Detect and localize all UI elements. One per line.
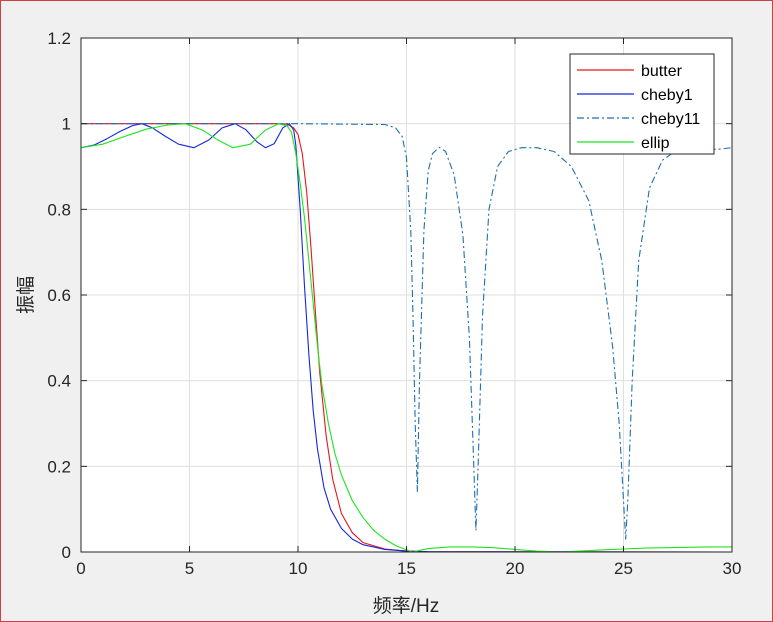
y-axis-label: 振幅 (15, 276, 37, 314)
x-tick-label: 10 (289, 559, 308, 578)
x-tick-label: 0 (76, 559, 85, 578)
y-tick-label: 0 (62, 543, 71, 562)
y-tick-label: 1.2 (47, 29, 71, 48)
y-tick-label: 0.2 (47, 457, 71, 476)
legend-label-butter: butter (641, 63, 683, 80)
legend-label-cheby1: cheby1 (641, 87, 693, 104)
x-tick-label: 5 (185, 559, 194, 578)
x-tick-label: 15 (397, 559, 416, 578)
x-tick-label: 20 (506, 559, 525, 578)
series-line-cheby11 (81, 123, 733, 540)
legend: butter cheby1 cheby11 ellip (569, 53, 715, 155)
legend-label-cheby11: cheby11 (641, 111, 700, 128)
y-tick-label: 1 (62, 115, 71, 134)
legend-box (569, 53, 715, 155)
legend-label-ellip: ellip (641, 135, 670, 152)
x-tick-label: 30 (723, 559, 742, 578)
x-axis-label: 频率/Hz (373, 595, 440, 617)
y-tick-label: 0.6 (47, 286, 71, 305)
ticks: 0 5 10 15 20 25 30 0 0.2 0.4 0.6 0.8 1 1.2 (47, 29, 741, 578)
y-tick-label: 0.8 (47, 200, 71, 219)
series-line-cheby1 (80, 123, 733, 553)
y-tick-label: 0.4 (47, 372, 71, 391)
x-tick-label: 25 (614, 559, 633, 578)
